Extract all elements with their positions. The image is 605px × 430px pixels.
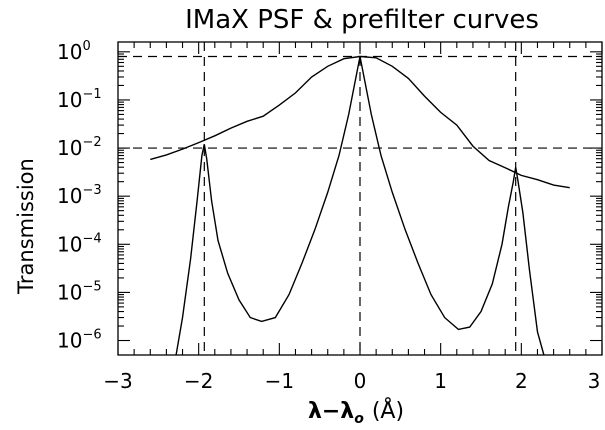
curves [150, 55, 570, 356]
x-tick-label-4: 1 [434, 369, 447, 393]
y-tick-label-exponent: −1 [82, 87, 101, 102]
x-tick-label-6: 3 [588, 369, 601, 393]
x-tick-label-3: 0 [354, 369, 367, 393]
x-axis-label-unit: (Å) [372, 397, 404, 424]
y-tick-label-exponent: −5 [82, 279, 101, 294]
y-tick-label-base: 10 [57, 40, 82, 64]
y-tick-label-base: 10 [57, 232, 82, 256]
y-tick-label-base: 10 [57, 280, 82, 304]
axis-ticks [117, 42, 603, 355]
x-axis-label: λ−λo (Å) [308, 397, 404, 427]
series-line-1 [175, 56, 545, 356]
y-tick-label-2: 10−2 [57, 135, 102, 160]
x-tick-labels: −3 −2 −1 0 1 2 3 [103, 369, 600, 393]
y-tick-label-base: 10 [57, 136, 82, 160]
y-tick-label-exponent: −6 [82, 328, 101, 343]
x-tick-label-2: −1 [265, 369, 294, 393]
x-tick-label-0: −3 [103, 369, 132, 393]
x-tick-label-1: −2 [184, 369, 213, 393]
y-axis-label: Transmission [14, 158, 38, 295]
y-tick-label-1: 10−1 [57, 87, 102, 112]
x-axis-label-subscript: o [354, 411, 364, 427]
x-axis-label-dash: − [322, 399, 340, 424]
chart-title: IMaX PSF & prefilter curves [185, 5, 539, 35]
x-axis-label-lambda: λ [308, 399, 322, 424]
x-tick-label-5: 2 [515, 369, 528, 393]
y-tick-label-3: 10−3 [57, 183, 102, 208]
y-tick-label-exponent: 0 [82, 39, 90, 54]
y-tick-label-base: 10 [57, 88, 82, 112]
y-tick-label-exponent: −3 [82, 183, 101, 198]
y-tick-label-exponent: −2 [82, 135, 101, 150]
y-tick-label-exponent: −4 [82, 231, 101, 246]
x-axis-label-lambda-2: λ [340, 399, 354, 424]
y-tick-label-5: 10−5 [57, 279, 102, 304]
y-tick-label-6: 10−6 [57, 328, 102, 353]
y-tick-label-4: 10−4 [57, 231, 102, 256]
plot-frame [117, 41, 603, 356]
reference-lines [118, 42, 602, 355]
y-tick-label-base: 10 [57, 329, 82, 353]
y-tick-label-0: 100 [57, 39, 91, 64]
y-tick-label-base: 10 [57, 184, 82, 208]
